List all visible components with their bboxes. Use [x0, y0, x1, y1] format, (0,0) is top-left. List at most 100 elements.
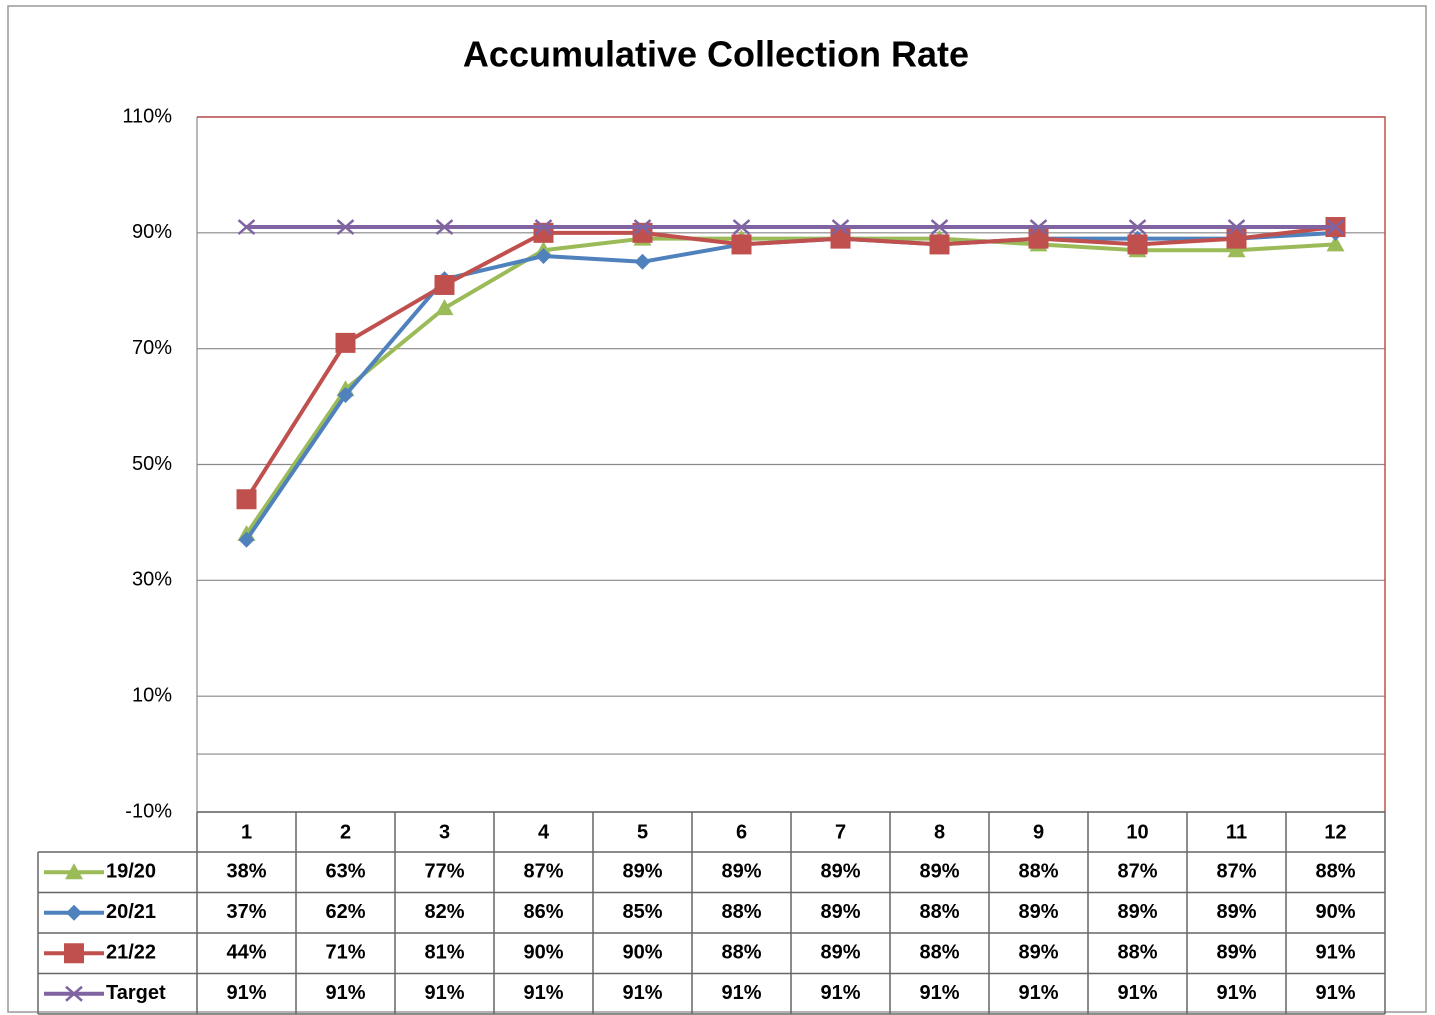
- x-tick-label: 6: [736, 821, 747, 843]
- data-point: [831, 219, 850, 235]
- table-value: 89%: [1216, 901, 1256, 923]
- data-point: [1227, 219, 1246, 235]
- x-tick-label: 12: [1324, 821, 1346, 843]
- data-point: [1326, 219, 1345, 235]
- y-tick-label: 90%: [132, 221, 172, 243]
- data-point: [633, 219, 652, 235]
- table-value: 91%: [226, 982, 266, 1004]
- table-value: 90%: [523, 942, 563, 964]
- data-point: [65, 863, 83, 880]
- y-tick-label: 70%: [132, 337, 172, 359]
- table-value: 90%: [622, 942, 662, 964]
- x-tick-label: 2: [340, 821, 351, 843]
- data-point: [1226, 228, 1247, 249]
- table-value: 89%: [1018, 942, 1058, 964]
- table-value: 82%: [424, 901, 464, 923]
- table-value: 91%: [919, 982, 959, 1004]
- x-tick-label: 8: [934, 821, 945, 843]
- table-value: 89%: [721, 861, 761, 883]
- data-point: [66, 904, 82, 921]
- legend-label: Target: [106, 982, 166, 1004]
- data-point: [930, 219, 949, 235]
- table-value: 91%: [424, 982, 464, 1004]
- data-point: [337, 387, 354, 403]
- data-point: [65, 985, 83, 1002]
- table-value: 71%: [325, 942, 365, 964]
- table-value: 91%: [622, 982, 662, 1004]
- table-value: 89%: [1117, 901, 1157, 923]
- data-point: [1128, 219, 1147, 235]
- table-value: 89%: [820, 942, 860, 964]
- table-value: 81%: [424, 942, 464, 964]
- y-tick-label: 50%: [132, 453, 172, 475]
- table-value: 90%: [1315, 901, 1355, 923]
- table-value: 88%: [721, 942, 761, 964]
- table-value: 38%: [226, 861, 266, 883]
- table-value: 62%: [325, 901, 365, 923]
- table-value: 89%: [820, 901, 860, 923]
- y-tick-label: 30%: [132, 569, 172, 591]
- data-point: [336, 219, 355, 235]
- table-value: 88%: [919, 901, 959, 923]
- table-value: 89%: [622, 861, 662, 883]
- x-tick-label: 10: [1126, 821, 1148, 843]
- table-value: 91%: [1117, 982, 1157, 1004]
- data-point: [731, 234, 752, 255]
- table-value: 91%: [523, 982, 563, 1004]
- y-tick-label: 110%: [122, 105, 172, 127]
- table-value: 91%: [1315, 942, 1355, 964]
- data-point: [535, 248, 552, 264]
- table-value: 88%: [1018, 861, 1058, 883]
- data-point: [434, 274, 455, 295]
- table-value: 89%: [820, 861, 860, 883]
- table-value: 44%: [226, 942, 266, 964]
- data-point: [435, 219, 454, 235]
- x-tick-label: 11: [1226, 821, 1247, 843]
- x-tick-label: 1: [241, 821, 252, 843]
- table-value: 91%: [1018, 982, 1058, 1004]
- data-point: [1326, 235, 1345, 252]
- table-value: 91%: [1315, 982, 1355, 1004]
- data-point: [335, 332, 356, 353]
- data-point: [1227, 241, 1246, 258]
- table-value: 88%: [1117, 942, 1157, 964]
- table-value: 63%: [325, 861, 365, 883]
- series-line: [244, 225, 1336, 501]
- y-tick-label: -10%: [125, 800, 172, 822]
- data-point: [830, 228, 851, 249]
- table-value: 91%: [1216, 982, 1256, 1004]
- x-tick-label: 3: [439, 821, 450, 843]
- data-point: [1028, 228, 1049, 249]
- table-value: 89%: [919, 861, 959, 883]
- series-line: [244, 236, 1336, 536]
- data-point: [534, 219, 553, 235]
- table-value: 87%: [523, 861, 563, 883]
- table-value: 88%: [1315, 861, 1355, 883]
- x-tick-label: 4: [538, 821, 550, 843]
- legend-label: 20/21: [106, 901, 156, 923]
- data-point: [1029, 219, 1048, 235]
- x-tick-label: 7: [835, 821, 846, 843]
- x-tick-label: 5: [637, 821, 648, 843]
- legend-label: 19/20: [106, 861, 156, 883]
- table-value: 77%: [424, 861, 464, 883]
- table-value: 91%: [325, 982, 365, 1004]
- table-value: 87%: [1216, 861, 1256, 883]
- data-point: [1127, 234, 1148, 255]
- table-value: 88%: [721, 901, 761, 923]
- data-point: [236, 489, 257, 510]
- data-point: [732, 219, 751, 235]
- table-value: 91%: [820, 982, 860, 1004]
- table-value: 91%: [721, 982, 761, 1004]
- table-value: 85%: [622, 901, 662, 923]
- data-point: [634, 253, 651, 270]
- data-point: [435, 299, 454, 316]
- y-tick-label: 10%: [132, 684, 172, 706]
- data-point: [237, 219, 256, 235]
- table-value: 37%: [226, 901, 266, 923]
- table-value: 86%: [523, 901, 563, 923]
- table-value: 89%: [1216, 942, 1256, 964]
- data-point: [64, 943, 84, 964]
